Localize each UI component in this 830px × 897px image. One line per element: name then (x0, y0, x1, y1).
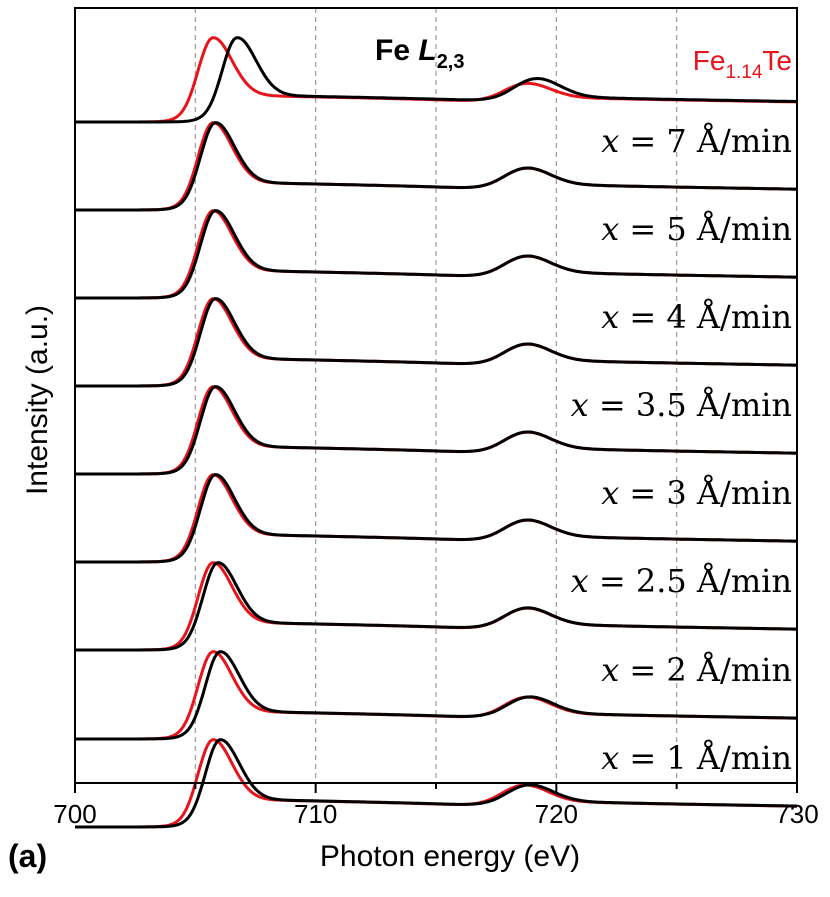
x-tick-label-710: 710 (294, 799, 337, 829)
spectrum-label-2: x = 5 Å/min (601, 210, 792, 248)
spectrum-label-3: x = 4 Å/min (601, 298, 792, 336)
edge-title-main: Fe (375, 34, 418, 67)
sample-spectrum-1 (75, 121, 798, 212)
sample-spectrum-7 (75, 650, 798, 741)
sample-spectrum-8 (75, 738, 798, 829)
reference-legend-tail: Te (762, 45, 792, 76)
spectrum-label-5: x = 3 Å/min (601, 474, 792, 512)
reference-legend-sub: 1.14 (725, 62, 762, 83)
spectrum-label-8: x = 1 Å/min (601, 739, 792, 777)
sample-spectrum-0 (75, 36, 797, 124)
sample-spectrum-3 (75, 297, 798, 388)
spectrum-labels: x = 7 Å/min x = 5 Å/min x = 4 Å/min x = 3.5… (571, 122, 792, 777)
sample-spectrum-4 (75, 385, 798, 476)
x-tick-label-730: 730 (775, 799, 818, 829)
x-axis-label: Photon energy (eV) (319, 840, 581, 873)
edge-title-sub: 2,3 (437, 51, 465, 73)
spectrum-label-1: x = 7 Å/min (601, 122, 792, 160)
x-tick-label-700: 700 (53, 799, 96, 829)
reference-legend: Fe1.14Te (693, 45, 792, 83)
grid-lines (194, 8, 678, 783)
spectrum-label-7: x = 2 Å/min (601, 651, 792, 689)
spectrum-label-6: x = 2.5 Å/min (571, 562, 792, 600)
spectrum-label-4: x = 3.5 Å/min (571, 386, 792, 424)
sample-spectrum-6 (75, 561, 797, 652)
spectra-series (75, 36, 798, 829)
edge-title-italic: L (418, 34, 436, 67)
sample-spectrum-2 (75, 209, 798, 300)
panel-label: (a) (8, 838, 48, 874)
edge-title: Fe L2,3 (375, 34, 465, 73)
x-axis-ticks: 700 710 720 730 (53, 783, 819, 829)
sample-spectrum-5 (75, 473, 798, 564)
reference-legend-main: Fe (693, 45, 726, 76)
y-axis-label: Intensity (a.u.) (21, 304, 54, 496)
x-tick-label-720: 720 (535, 799, 578, 829)
